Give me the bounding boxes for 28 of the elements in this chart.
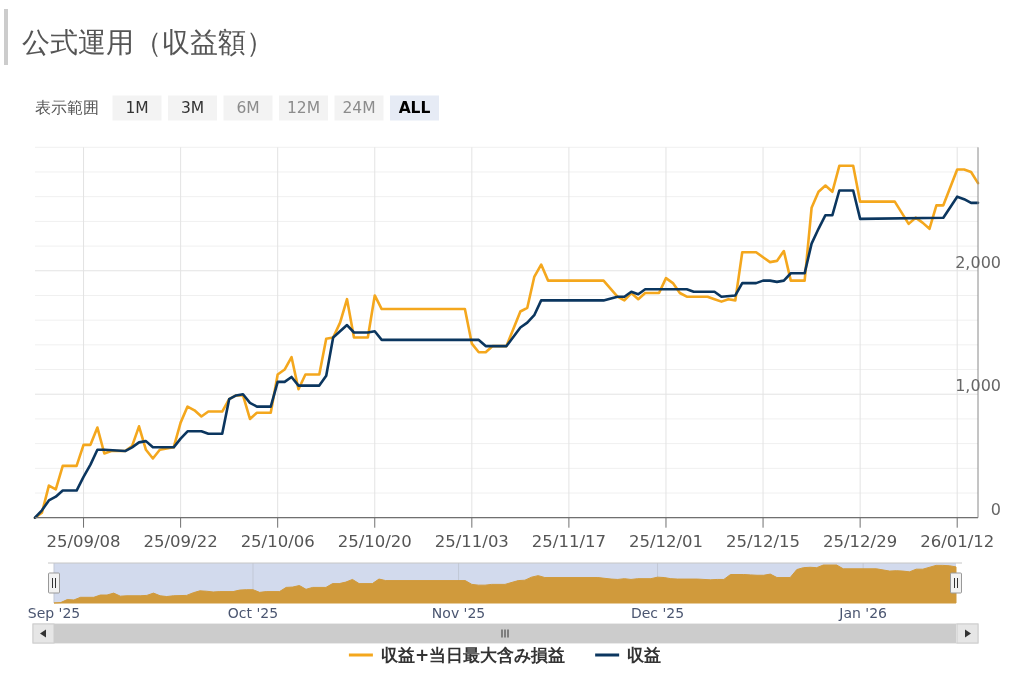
text: 6M [236,99,260,117]
x-tick-label: 25/10/20 [337,532,412,551]
x-tick-label: 25/09/22 [143,532,218,551]
x-tick-label: 25/11/03 [434,532,509,551]
text: 12M [286,99,321,117]
x-tick-label: Oct '25 [227,605,279,621]
legend-label: 収益+当日最大含み損益 [380,645,566,665]
text: 表示範囲 [35,97,99,117]
x-tick-label: Sep '25 [27,605,81,621]
text: 24M [342,99,376,117]
chart-title: 公式運用（収益額） [22,26,274,59]
text: ALL [398,99,431,117]
x-tick-label: 26/01/12 [920,532,995,551]
x-tick-label: 25/12/01 [628,532,704,551]
y-tick-label: 0 [990,499,1001,519]
x-tick-label: 25/12/29 [823,532,898,551]
x-tick-label: 25/09/08 [46,532,121,551]
x-tick-label: 25/10/06 [240,532,315,551]
y-tick-label: 1,000 [955,376,1001,396]
x-tick-label: Jan '26 [838,605,888,621]
text: 3M [180,99,205,117]
y-tick-label: 2,000 [955,252,1001,272]
x-tick-label: Nov '25 [431,605,486,621]
text: 1M [125,99,149,117]
legend-label: 収益 [627,645,662,665]
x-tick-label: 25/11/17 [531,532,606,551]
x-tick-label: Dec '25 [630,605,685,621]
x-tick-label: 25/12/15 [726,532,801,551]
